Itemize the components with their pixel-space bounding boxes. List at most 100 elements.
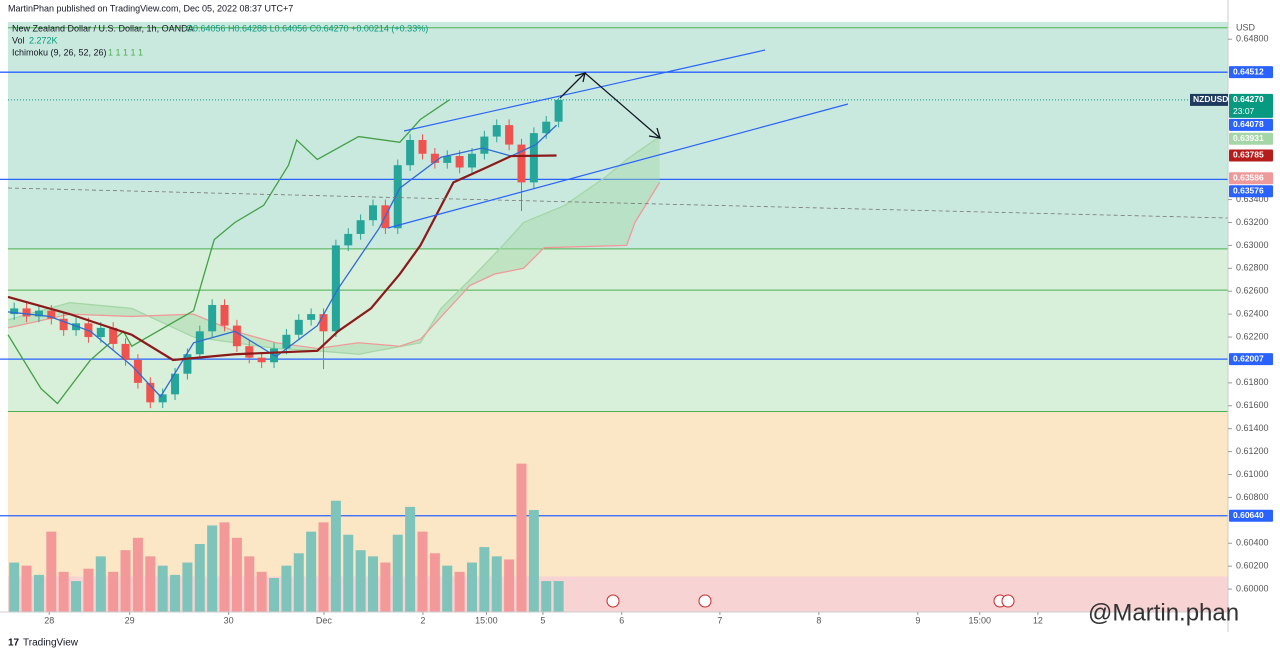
price-label: 0.60640: [1233, 510, 1264, 520]
volume-bar: [454, 571, 465, 612]
x-tick-label: 2: [420, 615, 425, 625]
candle-body: [529, 133, 538, 183]
candle-body: [158, 394, 167, 403]
volume-bar: [392, 534, 403, 612]
candle-body: [517, 144, 526, 183]
zone: [8, 22, 1228, 249]
volume-bar: [269, 578, 280, 612]
x-tick-label: Dec: [316, 615, 333, 625]
volume-bar: [516, 463, 527, 612]
series-layer: [7, 97, 661, 612]
volume-bar: [318, 522, 329, 612]
candle-body: [455, 156, 464, 168]
candle-body: [109, 327, 118, 344]
candle-body: [34, 310, 43, 317]
symbol-label-box: [1190, 93, 1228, 106]
price-label: 0.63576: [1233, 186, 1264, 196]
candle-body: [319, 314, 328, 332]
volume-bar: [83, 568, 94, 612]
volume-bar: [429, 553, 440, 612]
volume-bar: [368, 556, 379, 612]
currency: USD: [1236, 22, 1256, 32]
zone: [8, 411, 1228, 577]
price-label-box: [1229, 66, 1273, 79]
candle-body: [331, 245, 340, 332]
price-label: 0.63586: [1233, 173, 1264, 183]
candle-body: [183, 354, 192, 374]
candle-body: [121, 343, 130, 360]
y-tick-label: 0.61400: [1236, 423, 1269, 433]
candle-body: [492, 125, 501, 137]
volume-bar: [108, 571, 119, 612]
volume-bar: [528, 510, 539, 612]
candle-body: [10, 308, 19, 315]
candle-body: [430, 153, 439, 163]
y-tick-label: 0.60800: [1236, 492, 1269, 502]
volume-bar: [21, 565, 32, 612]
price-label: 0.62007: [1233, 353, 1264, 363]
y-tick-label: 0.61200: [1236, 446, 1269, 456]
volume-bar: [330, 500, 341, 612]
candle-body: [467, 153, 476, 168]
candle-body: [195, 331, 204, 355]
event-icon[interactable]: [698, 594, 712, 608]
volume-bar: [9, 562, 20, 612]
volume-bar: [170, 574, 181, 612]
symbol-title: New Zealand Dollar / U.S. Dollar, 1h, OA…: [12, 23, 194, 33]
candle-body: [257, 357, 266, 363]
price-label-box: [1229, 353, 1273, 366]
publisher: MartinPhan published on TradingView.com,…: [8, 3, 293, 13]
candle-body: [443, 156, 452, 163]
ichimoku-line: [7, 182, 661, 350]
price-label: 0.63931: [1233, 133, 1264, 143]
x-tick-label: 7: [717, 615, 722, 625]
x-tick-label: 8: [816, 615, 821, 625]
candle-body: [307, 314, 316, 320]
volume-bar: [355, 550, 366, 612]
channel-lower: [387, 103, 849, 229]
x-tick-label: 12: [1033, 615, 1043, 625]
candle-body: [96, 327, 105, 338]
candle-body: [505, 125, 514, 145]
candle-body: [282, 334, 291, 349]
volume-bar: [541, 581, 552, 612]
y-tick-label: 0.63400: [1236, 194, 1269, 204]
candle-body: [294, 319, 303, 335]
candle-body: [480, 136, 489, 154]
y-tick-label: 0.62800: [1236, 263, 1269, 273]
x-tick-label: 5: [540, 615, 545, 625]
price-label-box: [1229, 509, 1273, 522]
volume-bar: [33, 574, 44, 612]
volume-title: Vol: [12, 35, 25, 45]
price-label: 0.64270: [1233, 94, 1264, 104]
background-layer: [0, 22, 1228, 612]
candle-body: [232, 325, 241, 347]
event-icon[interactable]: [606, 594, 620, 608]
candle-body: [418, 140, 427, 154]
volume-bar: [491, 556, 502, 612]
y-tick-label: 0.62400: [1236, 309, 1269, 319]
volume-value: 2.272K: [29, 35, 58, 45]
brand: TradingView: [23, 638, 79, 649]
x-tick-label: 6: [619, 615, 624, 625]
volume-bar: [182, 562, 193, 612]
symbol-label: NZDUSD: [1193, 94, 1228, 104]
volume-bar: [504, 559, 515, 612]
volume-bar: [231, 537, 242, 612]
y-tick-label: 0.61600: [1236, 400, 1269, 410]
event-icon[interactable]: [1001, 594, 1015, 608]
price-label: 0.63785: [1233, 150, 1264, 160]
price-label-box: [1229, 149, 1273, 162]
candle-body: [59, 318, 68, 331]
ichimoku-line: [7, 124, 557, 398]
ohlc: O0.64056 H0.64288 L0.64056 C0.64270 +0.0…: [186, 23, 428, 33]
channel-upper: [403, 49, 766, 132]
volume-bar: [219, 522, 230, 612]
volume-bar: [417, 531, 428, 612]
y-tick-label: 0.60000: [1236, 583, 1269, 593]
volume-bar: [194, 544, 205, 612]
ichimoku-line: [7, 99, 450, 405]
volume-bar: [380, 562, 391, 612]
